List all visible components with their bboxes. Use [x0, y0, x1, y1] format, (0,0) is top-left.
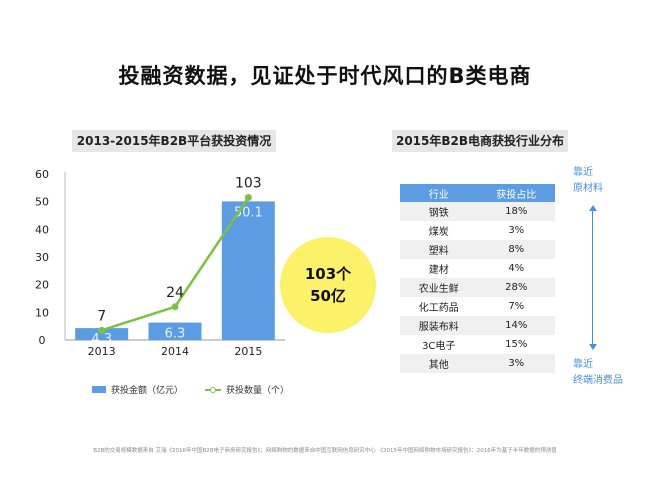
y-tick-label: 40 — [35, 223, 49, 236]
table-cell: 3% — [477, 221, 555, 240]
table-row: 其他 3% — [400, 354, 555, 373]
bar — [221, 201, 275, 340]
table-header: 获投占比 — [477, 184, 555, 202]
y-tick-label: 30 — [35, 251, 49, 264]
line-point — [244, 194, 252, 202]
highlight-amount: 50亿 — [310, 287, 346, 305]
line-point — [171, 303, 179, 311]
side-note-bottom: 靠近 终端消费品 — [573, 357, 623, 389]
table-cell: 8% — [477, 240, 555, 259]
footnote: B2B的交易规模数据来自 艾瑞《2016年中国B2B电子商务研究报告》；网络购物… — [93, 448, 557, 454]
highlight-circle: 103个 50亿 — [280, 237, 376, 333]
line-value-label: 103 — [235, 176, 262, 192]
x-tick-label: 2013 — [88, 345, 116, 358]
table-row: 化工药品 7% — [400, 297, 555, 316]
line-point — [98, 326, 106, 334]
table-cell: 服装布料 — [400, 316, 478, 335]
line-value-label: 7 — [97, 308, 106, 324]
table-row: 服装布料 14% — [400, 316, 555, 335]
x-tick-label: 2015 — [234, 345, 262, 358]
table-section-label: 2015年B2B电商获投行业分布 — [392, 130, 568, 152]
double-arrow-icon — [588, 205, 598, 350]
y-tick-label: 60 — [35, 168, 49, 181]
page-title: 投融资数据，见证处于时代风口的B类电商 — [118, 64, 532, 88]
bar-value-label: 6.3 — [165, 327, 186, 342]
table-cell: 15% — [477, 335, 555, 354]
table-cell: 化工药品 — [400, 297, 478, 316]
table-cell: 14% — [477, 316, 555, 335]
table-cell: 3C电子 — [400, 335, 478, 354]
table-cell: 4% — [477, 259, 555, 278]
table-cell: 钢铁 — [400, 202, 478, 221]
legend-line-label: 获投数量（个） — [226, 386, 290, 396]
side-note-bottom-line1: 靠近 — [573, 359, 593, 370]
y-tick-label: 0 — [39, 334, 46, 347]
table-header-row: 行业 获投占比 — [400, 184, 555, 202]
table-cell: 3% — [477, 354, 555, 373]
legend-bar-swatch — [92, 386, 106, 393]
legend-line-swatch — [205, 386, 222, 394]
table-row: 煤炭 3% — [400, 221, 555, 240]
table-cell: 其他 — [400, 354, 478, 373]
table-row: 3C电子 15% — [400, 335, 555, 354]
bar — [75, 328, 129, 340]
x-tick-label: 2014 — [161, 345, 189, 358]
table-cell: 塑料 — [400, 240, 478, 259]
table-header: 行业 — [400, 184, 478, 202]
highlight-count: 103个 — [304, 265, 352, 283]
chart-section-label: 2013-2015年B2B平台获投资情况 — [72, 130, 276, 152]
table-cell: 煤炭 — [400, 221, 478, 240]
side-note-bottom-line2: 终端消费品 — [573, 375, 623, 386]
table-row: 塑料 8% — [400, 240, 555, 259]
line-value-label: 24 — [166, 285, 184, 301]
legend-bar-label: 获投金额（亿元） — [111, 386, 184, 396]
bar — [148, 322, 202, 340]
chart-legend: 获投金额（亿元） 获投数量（个） — [92, 383, 289, 396]
table-cell: 7% — [477, 297, 555, 316]
table-row: 建材 4% — [400, 259, 555, 278]
side-note-top: 靠近 原材料 — [573, 165, 603, 197]
table-cell: 建材 — [400, 259, 478, 278]
y-tick-label: 50 — [35, 196, 49, 209]
table-cell: 农业生鲜 — [400, 278, 478, 297]
table-cell: 28% — [477, 278, 555, 297]
side-note-top-line2: 原材料 — [573, 183, 603, 194]
y-tick-label: 10 — [35, 306, 49, 319]
side-note-top-line1: 靠近 — [573, 167, 593, 178]
industry-table: 行业 获投占比 钢铁 18% 煤炭 3% 塑料 8% 建材 4% 农业生鲜 28% 化工药… — [400, 184, 555, 373]
table-row: 农业生鲜 28% — [400, 278, 555, 297]
y-tick-label: 20 — [35, 279, 49, 292]
table-cell: 18% — [477, 202, 555, 221]
bar-value-label: 4.3 — [91, 332, 112, 347]
table-row: 钢铁 18% — [400, 202, 555, 221]
